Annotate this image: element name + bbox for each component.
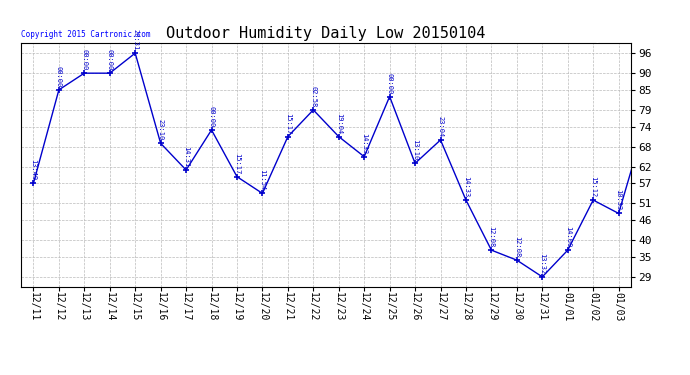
Text: 00:00: 00:00 [208, 106, 215, 127]
Text: 23:04: 23:04 [437, 116, 444, 137]
Text: 15:17: 15:17 [285, 112, 291, 134]
Text: Copyright 2015 Cartronic.com: Copyright 2015 Cartronic.com [21, 30, 150, 39]
Text: 15:12: 15:12 [590, 176, 596, 197]
Text: 14:00: 14:00 [564, 226, 571, 248]
Text: Humidity  (%): Humidity (%) [561, 34, 626, 43]
Text: 12:08: 12:08 [514, 236, 520, 257]
Text: 02:46: 02:46 [0, 374, 1, 375]
Text: 13:32: 13:32 [540, 253, 545, 274]
Text: 14:31: 14:31 [183, 146, 189, 167]
Text: 10:33: 10:33 [615, 189, 622, 211]
Text: 15:17: 15:17 [234, 153, 240, 174]
Text: 12:08: 12:08 [489, 226, 495, 248]
Text: 19:04: 19:04 [336, 112, 342, 134]
Text: 00:00: 00:00 [81, 49, 88, 70]
Text: 02:58: 02:58 [310, 86, 316, 107]
Text: 23:10: 23:10 [157, 119, 164, 141]
Text: 11:54: 11:54 [259, 170, 266, 190]
Text: 00:00: 00:00 [107, 49, 112, 70]
Text: 14:33: 14:33 [463, 176, 469, 197]
Text: 00:00: 00:00 [56, 66, 62, 87]
Text: 13:49: 13:49 [30, 159, 37, 181]
Text: 00:00: 00:00 [386, 72, 393, 94]
Text: 14:33: 14:33 [361, 133, 367, 154]
Text: 20:31: 20:31 [132, 29, 138, 50]
Text: 13:10: 13:10 [412, 139, 418, 160]
Title: Outdoor Humidity Daily Low 20150104: Outdoor Humidity Daily Low 20150104 [166, 26, 486, 40]
